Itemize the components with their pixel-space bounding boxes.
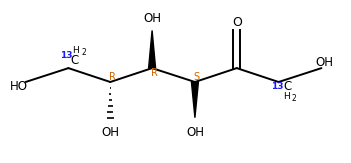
Text: C: C xyxy=(70,54,79,67)
Text: S: S xyxy=(194,72,200,82)
Text: O: O xyxy=(232,16,242,29)
Text: 13: 13 xyxy=(271,82,283,91)
Text: 2: 2 xyxy=(81,48,86,57)
Text: 2: 2 xyxy=(292,94,296,103)
Text: H: H xyxy=(72,46,79,55)
Text: H: H xyxy=(284,92,290,101)
Text: R: R xyxy=(109,72,116,82)
Polygon shape xyxy=(191,82,198,118)
Text: OH: OH xyxy=(101,126,119,139)
Text: C: C xyxy=(284,81,292,93)
Text: 13: 13 xyxy=(60,51,73,60)
Text: OH: OH xyxy=(143,12,161,25)
Text: R: R xyxy=(151,68,158,78)
Text: HO: HO xyxy=(9,81,28,93)
Text: OH: OH xyxy=(186,126,204,139)
Text: OH: OH xyxy=(316,56,333,69)
Polygon shape xyxy=(148,30,155,68)
